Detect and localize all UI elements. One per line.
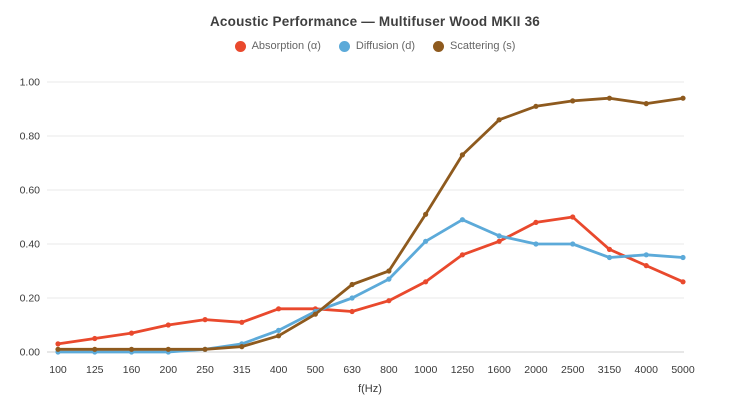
data-point-scattering-s (165, 346, 171, 352)
data-point-absorption (92, 335, 98, 342)
data-point-absorption (680, 279, 686, 285)
data-point-absorption (55, 341, 61, 347)
x-tick-label: 160 (123, 364, 141, 376)
data-point-diffusion-d (606, 254, 613, 261)
data-point-diffusion-d (349, 295, 355, 301)
x-tick-label: 100 (49, 364, 67, 376)
legend-swatch-icon (338, 40, 350, 52)
data-point-scattering-s (533, 103, 539, 109)
data-point-absorption (496, 238, 502, 244)
x-tick-label: 1600 (487, 364, 511, 376)
data-point-scattering-s (459, 152, 466, 158)
data-point-scattering-s (606, 95, 613, 101)
data-point-scattering-s (128, 346, 135, 352)
y-tick-label: 0.00 (20, 347, 41, 359)
legend-item-diffusion-d[interactable]: Diffusion (d) (338, 40, 416, 52)
y-tick-label: 0.60 (20, 185, 41, 197)
chart-legend: Absorption (α) Diffusion (d) Scattering (s… (0, 40, 750, 52)
data-point-scattering-s (312, 311, 318, 317)
data-point-diffusion-d (423, 238, 429, 244)
data-point-scattering-s (239, 344, 245, 350)
data-point-diffusion-d (459, 217, 466, 223)
x-tick-label: 5000 (671, 364, 695, 376)
data-point-scattering-s (92, 346, 98, 352)
data-point-scattering-s (643, 101, 649, 107)
x-tick-label: 200 (160, 364, 178, 376)
x-tick-label: 125 (86, 364, 104, 376)
gridlines-group (47, 81, 684, 353)
x-tick-label: 2500 (561, 364, 585, 376)
x-tick-label: 1250 (451, 364, 475, 376)
data-point-diffusion-d (386, 276, 392, 282)
x-tick-label: 500 (307, 364, 325, 376)
data-point-scattering-s (423, 211, 429, 217)
data-point-absorption (386, 298, 392, 304)
x-tick-label: 2000 (524, 364, 548, 376)
legend-swatch-icon (433, 40, 445, 52)
legend-label: Absorption (α) (251, 40, 321, 52)
data-point-absorption (643, 263, 649, 269)
data-point-diffusion-d (533, 241, 539, 247)
data-point-absorption (606, 246, 613, 252)
data-point-scattering-s (496, 117, 502, 123)
series-group (55, 95, 686, 355)
x-tick-label: 3150 (598, 364, 622, 376)
series-line-scattering-s (56, 96, 685, 351)
data-point-diffusion-d (570, 241, 576, 247)
y-tick-label: 0.80 (20, 131, 41, 143)
y-tick-label: 1.00 (20, 77, 41, 89)
data-point-absorption (533, 219, 539, 225)
x-axis-title: f(Hz) (358, 383, 382, 395)
data-point-scattering-s (386, 268, 392, 274)
data-point-absorption (349, 308, 355, 315)
data-point-diffusion-d (680, 254, 686, 261)
x-tick-label: 800 (380, 364, 398, 376)
chart-title: Acoustic Performance — Multifuser Wood M… (209, 14, 540, 29)
y-axis-tick-labels: 0.00 0.20 0.40 0.60 0.80 1.00 (20, 77, 41, 359)
data-point-absorption (423, 279, 429, 285)
data-point-absorption (275, 306, 282, 312)
data-point-absorption (239, 319, 245, 325)
x-tick-label: 250 (196, 364, 214, 376)
legend-swatch-icon (234, 40, 246, 52)
series-line-absorption (56, 215, 685, 346)
data-point-absorption (128, 330, 135, 336)
legend-item-absorption[interactable]: Absorption (α) (234, 40, 321, 52)
data-point-scattering-s (202, 346, 208, 352)
data-point-scattering-s (570, 98, 576, 104)
x-tick-label: 315 (233, 364, 251, 376)
y-tick-label: 0.40 (20, 239, 41, 251)
series-line-diffusion-d (56, 218, 685, 354)
x-axis-tick-labels: 100 125 160 200 250 315 400 500 630 800 1000 1250 16… (49, 364, 695, 376)
x-tick-label: 400 (270, 364, 288, 376)
data-point-diffusion-d (496, 233, 502, 239)
data-point-absorption (459, 252, 466, 258)
data-point-scattering-s (55, 346, 61, 352)
data-point-scattering-s (275, 333, 282, 339)
data-point-absorption (570, 214, 576, 220)
legend-label: Scattering (s) (450, 40, 516, 52)
data-point-diffusion-d (643, 252, 649, 258)
data-point-scattering-s (680, 95, 686, 101)
x-tick-label: 4000 (635, 364, 659, 376)
data-point-scattering-s (349, 281, 355, 288)
y-tick-label: 0.20 (20, 293, 41, 305)
data-point-absorption (202, 317, 208, 323)
data-point-absorption (165, 322, 171, 328)
x-tick-label: 1000 (414, 364, 438, 376)
x-tick-label: 630 (343, 364, 361, 376)
legend-label: Diffusion (d) (355, 40, 416, 52)
legend-item-scattering-s[interactable]: Scattering (s) (433, 40, 515, 52)
data-point-diffusion-d (275, 327, 282, 333)
